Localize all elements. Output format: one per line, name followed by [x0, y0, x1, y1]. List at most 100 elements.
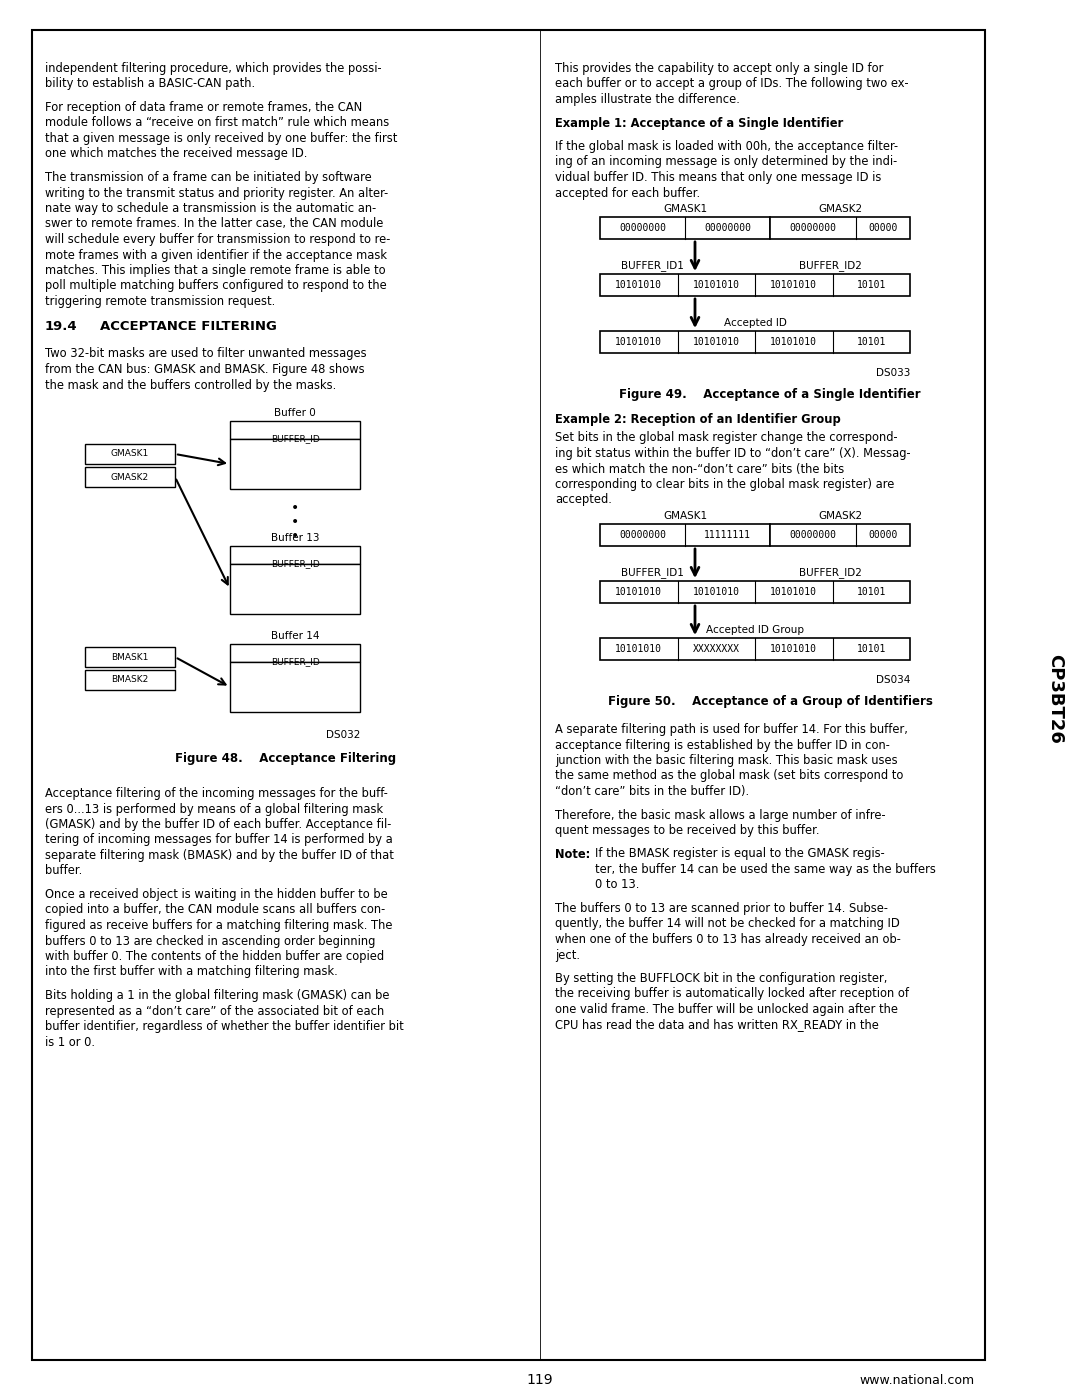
- Text: one which matches the received message ID.: one which matches the received message I…: [45, 148, 308, 161]
- Text: buffers 0 to 13 are checked in ascending order beginning: buffers 0 to 13 are checked in ascending…: [45, 935, 376, 947]
- Text: corresponding to clear bits in the global mask register) are: corresponding to clear bits in the globa…: [555, 478, 894, 490]
- Bar: [600, 638, 910, 659]
- Text: 10101: 10101: [856, 644, 886, 654]
- Text: 10101010: 10101010: [692, 279, 740, 291]
- Bar: [600, 274, 910, 296]
- Text: BMASK2: BMASK2: [111, 676, 149, 685]
- Text: 00000000: 00000000: [789, 529, 837, 541]
- Text: when one of the buffers 0 to 13 has already received an ob-: when one of the buffers 0 to 13 has alre…: [555, 933, 901, 946]
- Text: 10101: 10101: [856, 337, 886, 346]
- Text: 119: 119: [527, 1373, 553, 1387]
- Bar: [600, 217, 770, 239]
- Text: GMASK2: GMASK2: [818, 511, 862, 521]
- Text: Bits holding a 1 in the global filtering mask (GMASK) can be: Bits holding a 1 in the global filtering…: [45, 989, 390, 1002]
- Text: Example 2: Reception of an Identifier Group: Example 2: Reception of an Identifier Gr…: [555, 414, 840, 426]
- Text: 10101: 10101: [856, 587, 886, 597]
- Text: Once a received object is waiting in the hidden buffer to be: Once a received object is waiting in the…: [45, 888, 388, 901]
- Text: •: •: [291, 515, 299, 529]
- Text: vidual buffer ID. This means that only one message ID is: vidual buffer ID. This means that only o…: [555, 170, 881, 184]
- Text: buffer.: buffer.: [45, 865, 82, 877]
- Text: BMASK1: BMASK1: [111, 652, 149, 662]
- Text: BUFFER_ID2: BUFFER_ID2: [798, 567, 862, 578]
- Text: swer to remote frames. In the latter case, the CAN module: swer to remote frames. In the latter cas…: [45, 218, 383, 231]
- Text: GMASK1: GMASK1: [663, 511, 707, 521]
- Bar: [85, 671, 175, 690]
- Text: that a given message is only received by one buffer: the first: that a given message is only received by…: [45, 131, 397, 145]
- Text: Note:: Note:: [555, 848, 591, 861]
- Text: ject.: ject.: [555, 949, 580, 961]
- Text: www.national.com: www.national.com: [860, 1373, 975, 1386]
- Text: quently, the buffer 14 will not be checked for a matching ID: quently, the buffer 14 will not be check…: [555, 918, 900, 930]
- Text: ers 0...13 is performed by means of a global filtering mask: ers 0...13 is performed by means of a gl…: [45, 802, 383, 816]
- Text: 10101010: 10101010: [692, 587, 740, 597]
- Bar: [230, 439, 360, 489]
- Text: buffer identifier, regardless of whether the buffer identifier bit: buffer identifier, regardless of whether…: [45, 1020, 404, 1032]
- Text: Two 32-bit masks are used to filter unwanted messages: Two 32-bit masks are used to filter unwa…: [45, 348, 366, 360]
- Text: Acceptance filtering of the incoming messages for the buff-: Acceptance filtering of the incoming mes…: [45, 787, 388, 800]
- Text: Figure 49.    Acceptance of a Single Identifier: Figure 49. Acceptance of a Single Identi…: [619, 388, 921, 401]
- Text: 00000000: 00000000: [704, 224, 751, 233]
- Bar: [230, 420, 360, 439]
- Text: 00000: 00000: [868, 224, 897, 233]
- Text: DS034: DS034: [876, 675, 910, 685]
- Bar: [85, 467, 175, 488]
- Bar: [230, 564, 360, 615]
- Text: BUFFER_ID1: BUFFER_ID1: [621, 260, 684, 271]
- Text: 10101: 10101: [856, 279, 886, 291]
- Text: 00000000: 00000000: [789, 224, 837, 233]
- Text: BUFFER_ID: BUFFER_ID: [271, 434, 320, 443]
- Text: 10101010: 10101010: [770, 337, 818, 346]
- Text: 00000: 00000: [868, 529, 897, 541]
- Text: matches. This implies that a single remote frame is able to: matches. This implies that a single remo…: [45, 264, 386, 277]
- Text: The transmission of a frame can be initiated by software: The transmission of a frame can be initi…: [45, 170, 372, 184]
- Text: 0 to 13.: 0 to 13.: [595, 879, 639, 891]
- Text: CP3BT26: CP3BT26: [1047, 654, 1064, 743]
- Text: The buffers 0 to 13 are scanned prior to buffer 14. Subse-: The buffers 0 to 13 are scanned prior to…: [555, 902, 888, 915]
- Text: 11111111: 11111111: [704, 529, 751, 541]
- Text: ing of an incoming message is only determined by the indi-: ing of an incoming message is only deter…: [555, 155, 897, 169]
- Text: ACCEPTANCE FILTERING: ACCEPTANCE FILTERING: [100, 320, 276, 334]
- Text: writing to the transmit status and priority register. An alter-: writing to the transmit status and prior…: [45, 187, 388, 200]
- Bar: [32, 29, 985, 1361]
- Text: Set bits in the global mask register change the correspond-: Set bits in the global mask register cha…: [555, 432, 897, 444]
- Bar: [600, 331, 910, 353]
- Text: 10101010: 10101010: [770, 644, 818, 654]
- Text: Figure 50.    Acceptance of a Group of Identifiers: Figure 50. Acceptance of a Group of Iden…: [608, 694, 932, 708]
- Text: es which match the non-“don’t care” bits (the bits: es which match the non-“don’t care” bits…: [555, 462, 845, 475]
- Text: BUFFER_ID1: BUFFER_ID1: [621, 567, 684, 578]
- Text: amples illustrate the difference.: amples illustrate the difference.: [555, 94, 740, 106]
- Text: 10101010: 10101010: [616, 279, 662, 291]
- Text: 19.4: 19.4: [45, 320, 78, 334]
- Text: one valid frame. The buffer will be unlocked again after the: one valid frame. The buffer will be unlo…: [555, 1003, 897, 1016]
- Text: DS033: DS033: [876, 367, 910, 379]
- Text: nate way to schedule a transmission is the automatic an-: nate way to schedule a transmission is t…: [45, 203, 376, 215]
- Text: GMASK2: GMASK2: [818, 204, 862, 214]
- Bar: [770, 524, 910, 546]
- Text: mote frames with a given identifier if the acceptance mask: mote frames with a given identifier if t…: [45, 249, 387, 261]
- Bar: [770, 217, 910, 239]
- Text: 10101010: 10101010: [616, 337, 662, 346]
- Text: BUFFER_ID: BUFFER_ID: [271, 560, 320, 569]
- Text: ing bit status within the buffer ID to “don’t care” (X). Messag-: ing bit status within the buffer ID to “…: [555, 447, 910, 460]
- Text: GMASK1: GMASK1: [663, 204, 707, 214]
- Text: 10101010: 10101010: [616, 644, 662, 654]
- Text: the same method as the global mask (set bits correspond to: the same method as the global mask (set …: [555, 770, 903, 782]
- Text: (GMASK) and by the buffer ID of each buffer. Acceptance fil-: (GMASK) and by the buffer ID of each buf…: [45, 819, 391, 831]
- Text: 10101010: 10101010: [616, 587, 662, 597]
- Text: ter, the buffer 14 can be used the same way as the buffers: ter, the buffer 14 can be used the same …: [595, 863, 936, 876]
- Text: Figure 48.    Acceptance Filtering: Figure 48. Acceptance Filtering: [175, 752, 396, 766]
- Bar: [600, 581, 910, 604]
- Text: Buffer 0: Buffer 0: [274, 408, 315, 418]
- Text: with buffer 0. The contents of the hidden buffer are copied: with buffer 0. The contents of the hidde…: [45, 950, 384, 963]
- Text: bility to establish a BASIC-CAN path.: bility to establish a BASIC-CAN path.: [45, 77, 255, 91]
- Text: copied into a buffer, the CAN module scans all buffers con-: copied into a buffer, the CAN module sca…: [45, 904, 386, 916]
- Bar: [230, 644, 360, 662]
- Text: Therefore, the basic mask allows a large number of infre-: Therefore, the basic mask allows a large…: [555, 809, 886, 821]
- Text: the mask and the buffers controlled by the masks.: the mask and the buffers controlled by t…: [45, 379, 336, 391]
- Text: CPU has read the data and has written RX_READY in the: CPU has read the data and has written RX…: [555, 1018, 879, 1031]
- Text: 00000000: 00000000: [619, 224, 666, 233]
- Text: accepted for each buffer.: accepted for each buffer.: [555, 187, 700, 200]
- Text: Buffer 13: Buffer 13: [271, 534, 320, 543]
- Text: 10101010: 10101010: [770, 587, 818, 597]
- Text: BUFFER_ID2: BUFFER_ID2: [798, 260, 862, 271]
